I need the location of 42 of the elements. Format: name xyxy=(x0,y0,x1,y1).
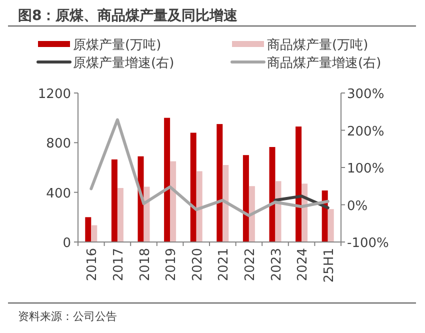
bar xyxy=(216,124,223,242)
x-tick-label: 2018 xyxy=(138,248,153,282)
bar xyxy=(85,217,92,242)
x-tick-label: 2019 xyxy=(164,248,180,282)
bar xyxy=(222,165,229,242)
x-tick-label: 2017 xyxy=(111,248,126,282)
x-tick-label: 2022 xyxy=(242,248,258,282)
legend-label: 商品煤产量增速(右) xyxy=(267,56,382,71)
x-tick-label: 2016 xyxy=(85,248,100,282)
bar xyxy=(164,118,170,242)
legend-label: 原煤产量增速(右) xyxy=(73,56,174,71)
bar xyxy=(242,155,249,242)
y2-tick-label: 200% xyxy=(347,124,384,140)
y-tick-label: 0 xyxy=(62,236,71,251)
x-tick-label: 2024 xyxy=(296,248,311,282)
chart-title: 图8：原煤、商品煤产量及同比增速 xyxy=(18,7,239,24)
y2-tick-label: 100% xyxy=(347,162,384,176)
x-tick-label: 2021 xyxy=(216,248,232,282)
bar xyxy=(269,147,276,242)
bar xyxy=(111,159,118,242)
y2-tick-label: -100% xyxy=(347,236,389,251)
bar xyxy=(296,126,302,242)
y2-tick-label: 300% xyxy=(347,87,384,102)
line-series xyxy=(90,118,330,218)
legend-label: 商品煤产量(万吨) xyxy=(267,38,368,53)
bar xyxy=(117,188,124,242)
bar xyxy=(190,132,196,242)
bar xyxy=(91,225,98,242)
text: 资料来源：公司公告 xyxy=(18,310,117,323)
x-tick-label: 25H1 xyxy=(322,248,337,283)
y-tick-label: 400 xyxy=(46,186,71,202)
bar xyxy=(144,186,150,242)
x-tick-label: 2020 xyxy=(190,248,206,282)
y2-tick-label: 0% xyxy=(347,198,368,214)
x-tick-label: 2023 xyxy=(269,248,284,282)
bar xyxy=(170,161,176,242)
bar xyxy=(196,171,202,242)
legend-label: 原煤产量(万吨) xyxy=(73,38,162,53)
bar xyxy=(328,209,334,242)
bar xyxy=(248,186,255,242)
y-tick-label: 1200 xyxy=(38,87,71,102)
y-tick-label: 800 xyxy=(46,136,71,152)
